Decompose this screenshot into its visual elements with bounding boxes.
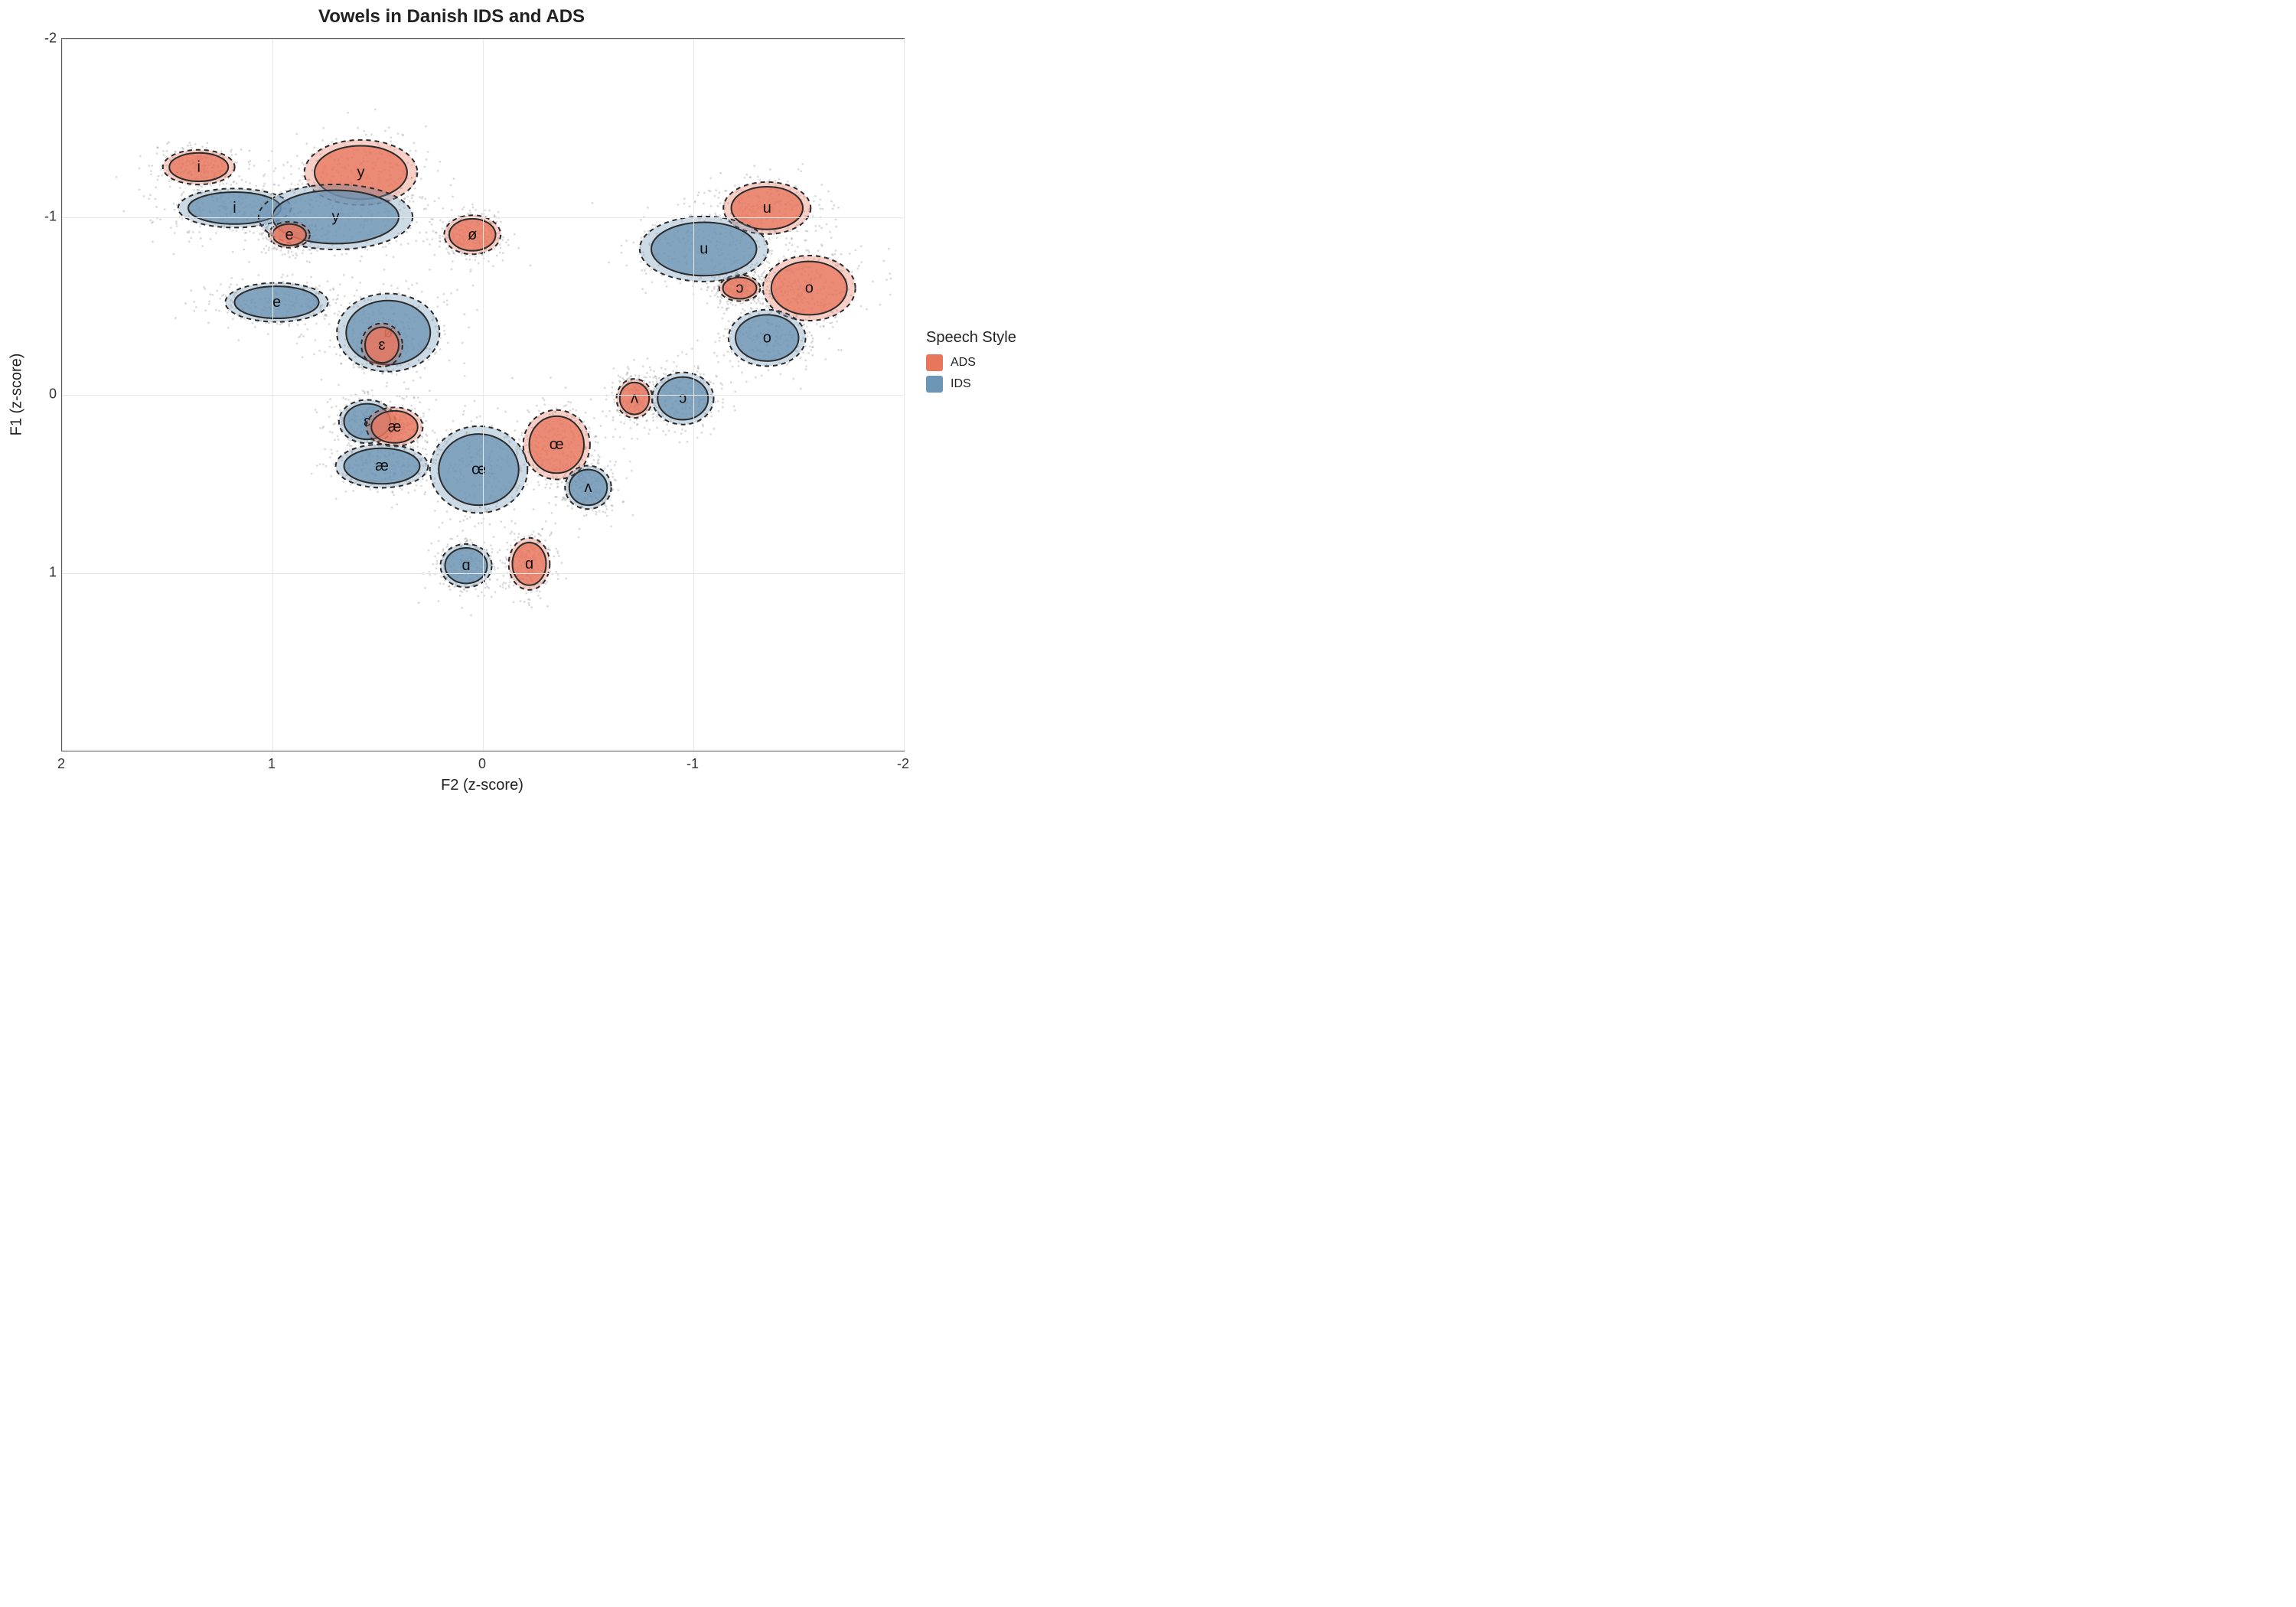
vowel-label-e-IDS: e bbox=[272, 294, 281, 311]
vowel-label-ɛ-ADS: ɛ bbox=[378, 337, 385, 354]
y-tick-label: -1 bbox=[38, 208, 57, 224]
vowel-label-i-ADS: i bbox=[197, 158, 201, 175]
vowel-label-ø-ADS: ø bbox=[468, 227, 477, 243]
vowel-label-u-IDS: u bbox=[700, 240, 708, 257]
vowel-label-œ-IDS: œ bbox=[471, 461, 486, 478]
vowel-label-u-ADS: u bbox=[763, 200, 771, 217]
chart-title: Vowels in Danish IDS and ADS bbox=[0, 6, 903, 28]
legend-item-ads: ADS bbox=[926, 354, 1016, 371]
legend-item-ids: IDS bbox=[926, 376, 1016, 393]
vowel-label-ɑ-ADS: ɑ bbox=[525, 556, 533, 572]
chart-page: Vowels in Danish IDS and ADS F2 (z-score… bbox=[0, 0, 1148, 804]
y-axis-label-text: F1 (z-score) bbox=[8, 353, 26, 435]
gridline-v bbox=[904, 39, 905, 751]
legend-items: ADS IDS bbox=[926, 354, 1016, 393]
vowel-label-ɔ-ADS: ɔ bbox=[736, 280, 744, 297]
vowel-label-i-IDS: i bbox=[233, 200, 236, 217]
vowel-label-æ-IDS: æ bbox=[375, 458, 389, 474]
y-tick-label: -2 bbox=[38, 31, 57, 47]
legend-label: IDS bbox=[951, 377, 971, 391]
vowel-label-ɑ-IDS: ɑ bbox=[461, 557, 470, 574]
vowel-label-ɔ-IDS: ɔ bbox=[679, 390, 687, 407]
vowel-label-ʌ-ADS: ʌ bbox=[631, 390, 638, 407]
vowel-label-œ-ADS: œ bbox=[550, 436, 564, 453]
legend-label: ADS bbox=[951, 356, 976, 370]
gridline-h bbox=[62, 395, 904, 396]
y-tick-label: 0 bbox=[38, 386, 57, 403]
x-tick-label: -1 bbox=[687, 756, 699, 772]
legend: Speech Style ADS IDS bbox=[926, 329, 1016, 397]
y-tick-label: 1 bbox=[38, 564, 57, 580]
vowel-label-y-ADS: y bbox=[357, 164, 365, 181]
gridline-h bbox=[62, 573, 904, 574]
legend-title: Speech Style bbox=[926, 329, 1016, 347]
x-tick-label: 0 bbox=[478, 756, 486, 772]
vowel-label-ʌ-IDS: ʌ bbox=[585, 479, 592, 496]
gridline-h bbox=[62, 39, 904, 40]
x-tick-label: 1 bbox=[268, 756, 276, 772]
x-tick-label: 2 bbox=[57, 756, 65, 772]
vowel-label-e-ADS: e bbox=[285, 227, 293, 243]
y-axis-label: F1 (z-score) bbox=[8, 38, 26, 750]
x-tick-label: -2 bbox=[897, 756, 909, 772]
vowel-label-æ-ADS: æ bbox=[388, 419, 402, 435]
legend-swatch bbox=[926, 354, 943, 371]
legend-swatch bbox=[926, 376, 943, 393]
ellipse-layer: iiyyeeøøɛɛææœœɑɑʌʌɔɔoouu bbox=[163, 140, 856, 590]
vowel-label-o-ADS: o bbox=[805, 280, 814, 297]
gridline-h bbox=[62, 217, 904, 218]
plot-panel: iiyyeeøøɛɛææœœɑɑʌʌɔɔoouu bbox=[61, 38, 905, 751]
vowel-label-o-IDS: o bbox=[763, 330, 771, 347]
x-axis-label: F2 (z-score) bbox=[61, 777, 903, 794]
